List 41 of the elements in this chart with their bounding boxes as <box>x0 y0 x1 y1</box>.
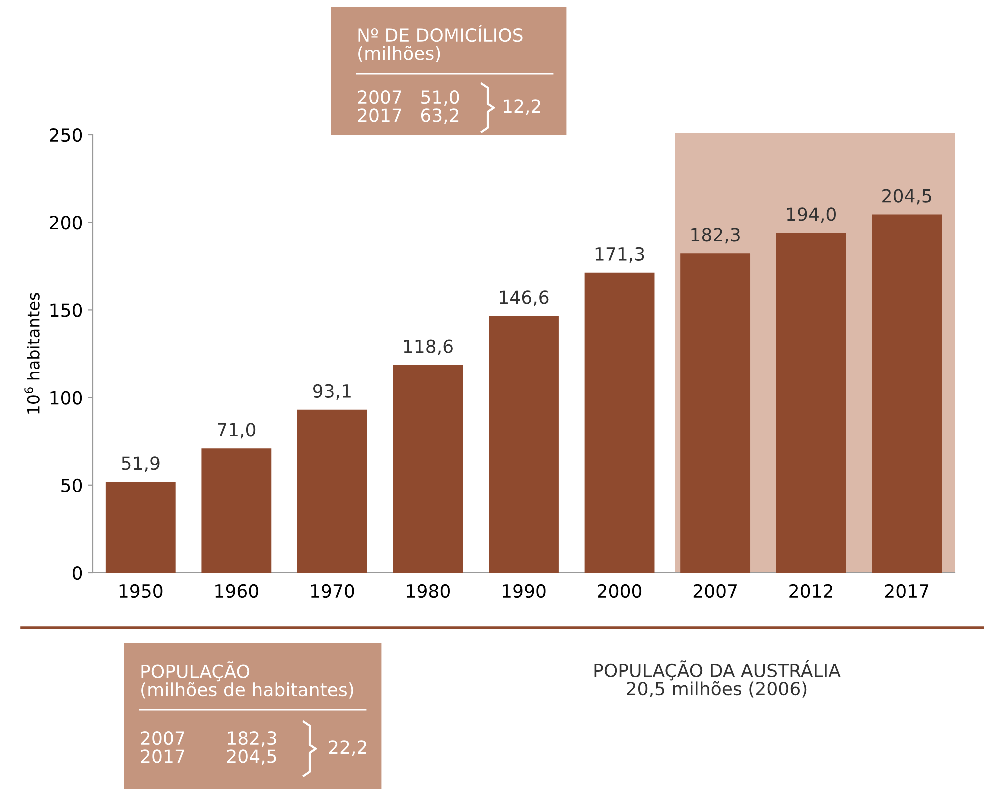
x-tick-label: 1960 <box>216 584 258 598</box>
x-tick-label: 2007 <box>694 584 737 598</box>
bar <box>680 254 751 573</box>
data-label: 194,0 <box>787 208 836 224</box>
bar <box>872 214 942 573</box>
text: POPULAÇÃO DA AUSTRÁLIA 20,5 milhões (2006) <box>594 660 841 698</box>
y-tick-label: 0 <box>72 566 82 580</box>
text: 22,2 <box>329 740 366 756</box>
x-tick-label: 1980 <box>407 584 450 598</box>
x-tick-label: 1990 <box>503 584 546 598</box>
data-label: 204,5 <box>882 189 932 205</box>
data-label: 51,9 <box>122 456 160 472</box>
text: 2007 51,0 2017 63,2 <box>358 90 460 124</box>
bar <box>393 365 464 573</box>
bar <box>202 448 272 573</box>
bar <box>297 410 368 573</box>
data-label: 118,6 <box>404 340 453 356</box>
x-tick-label: 2012 <box>790 584 832 598</box>
y-tick-label: 150 <box>50 304 82 318</box>
y-tick-label: 200 <box>50 216 82 230</box>
y-tick-label: 250 <box>50 128 82 142</box>
text: 12,2 <box>504 100 540 116</box>
x-tick-label: 1970 <box>311 584 354 598</box>
y-tick-label: 100 <box>50 391 82 405</box>
x-tick-label: 1950 <box>120 584 163 598</box>
data-label: 182,3 <box>692 228 740 244</box>
y-axis-title: 10$^{6}$ habitantes <box>24 293 40 414</box>
bar <box>584 272 655 573</box>
text: POPULAÇÃO (milhões de habitantes) <box>142 662 354 699</box>
y-tick-label: 50 <box>62 478 82 493</box>
bar <box>489 316 559 573</box>
text: Nº DE DOMICÍLIOS (milhões) <box>358 25 523 62</box>
data-label: 71,0 <box>218 423 256 439</box>
data-label: 146,6 <box>500 290 549 306</box>
x-tick-label: 2000 <box>598 584 642 598</box>
data-label: 171,3 <box>596 247 644 263</box>
x-tick-label: 2017 <box>885 584 929 598</box>
bar <box>106 482 176 573</box>
data-label: 93,1 <box>313 384 351 400</box>
text: 2007 182,3 2017 204,5 <box>141 732 276 766</box>
bar <box>776 233 846 573</box>
